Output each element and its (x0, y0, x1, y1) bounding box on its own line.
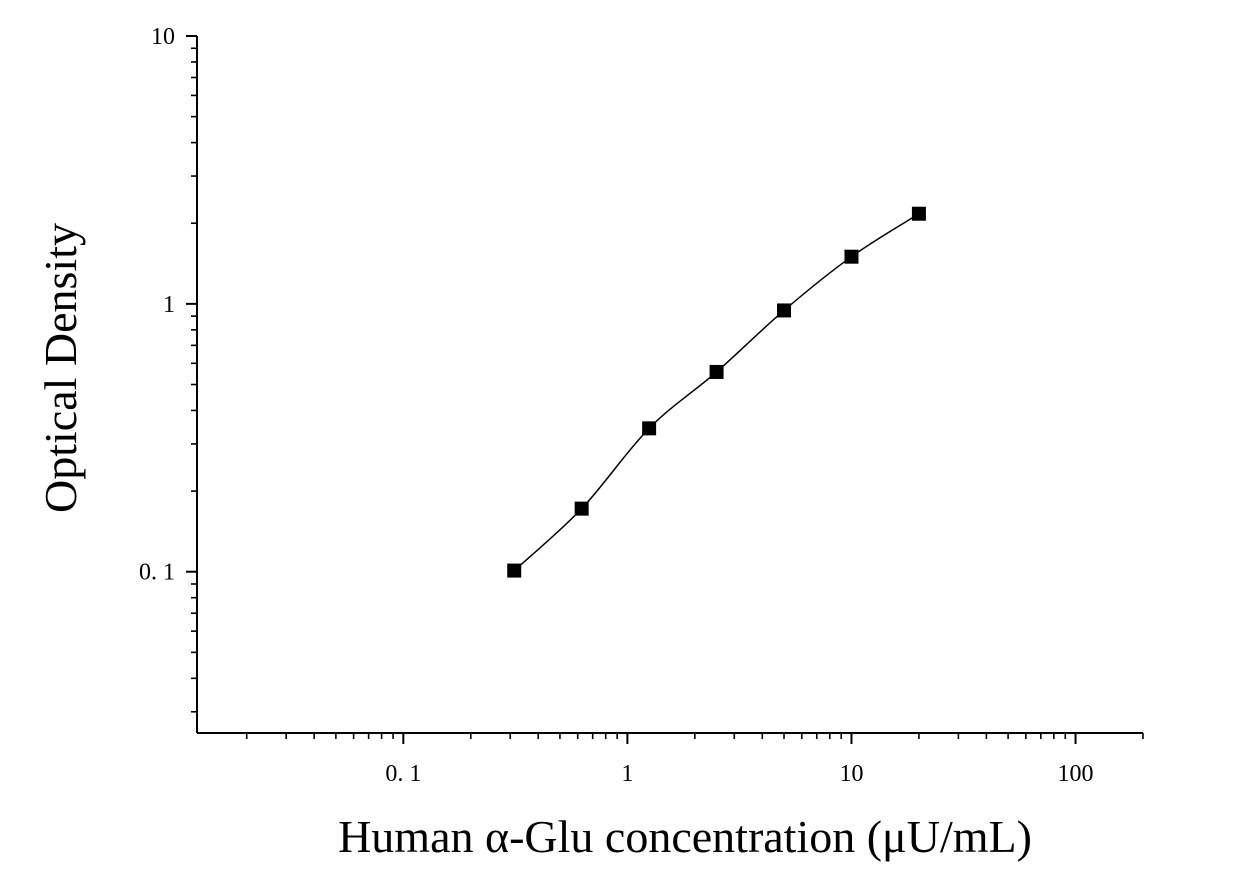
fit-curve-line (513, 213, 920, 572)
tick-labels: 0. 1 1 10 100 0. 1 1 10 (139, 24, 1094, 787)
x-tick-label: 10 (839, 761, 863, 787)
axes (196, 36, 1143, 734)
x-tick-label: 100 (1058, 761, 1094, 787)
data-point-marker (574, 501, 589, 516)
data-point-marker (709, 364, 724, 379)
y-tick-label: 1 (163, 292, 175, 318)
y-tick-label: 0. 1 (139, 560, 175, 586)
y-axis-title: Optical Density (35, 223, 86, 513)
axis-ticks (186, 35, 1144, 744)
data-point-marker (507, 563, 522, 578)
x-axis-title: Human α-Glu concentration (μU/mL) (338, 811, 1032, 862)
data-point-marker (911, 206, 926, 221)
data-point-marker (777, 303, 792, 318)
x-tick-label: 1 (621, 761, 633, 787)
y-tick-label: 10 (151, 24, 175, 50)
data-point-marker (642, 421, 657, 436)
data-point-marker (844, 249, 859, 264)
data-points (507, 206, 926, 578)
fit-curve (513, 213, 920, 572)
x-tick-label: 0. 1 (385, 761, 421, 787)
